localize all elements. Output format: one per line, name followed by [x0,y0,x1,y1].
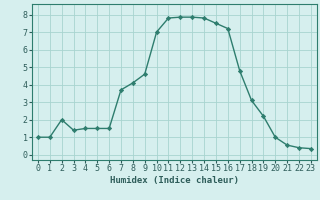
X-axis label: Humidex (Indice chaleur): Humidex (Indice chaleur) [110,176,239,185]
